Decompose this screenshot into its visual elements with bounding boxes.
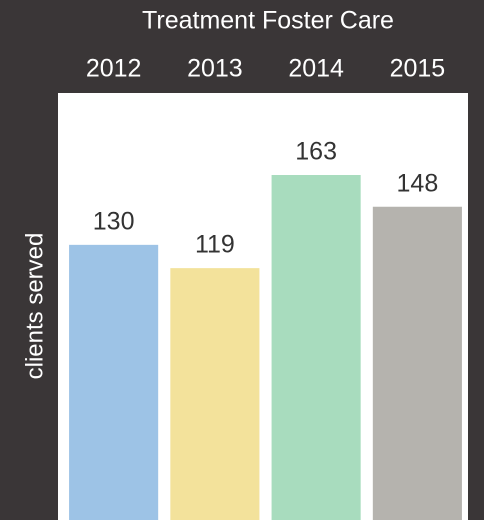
y-axis-label: clients served	[21, 233, 48, 380]
data-label: 130	[93, 207, 135, 235]
bar	[372, 206, 462, 520]
x-tick-label: 2012	[86, 55, 142, 83]
bar	[69, 244, 159, 520]
data-label: 119	[195, 231, 235, 259]
bar	[170, 268, 260, 520]
bar	[271, 175, 361, 520]
chart-title: Treatment Foster Care	[142, 7, 394, 35]
x-tick-label: 2013	[187, 55, 243, 83]
x-tick-label: 2014	[288, 55, 344, 83]
x-tick-label: 2015	[390, 55, 446, 83]
data-label: 163	[295, 138, 337, 166]
data-label: 148	[397, 169, 439, 197]
